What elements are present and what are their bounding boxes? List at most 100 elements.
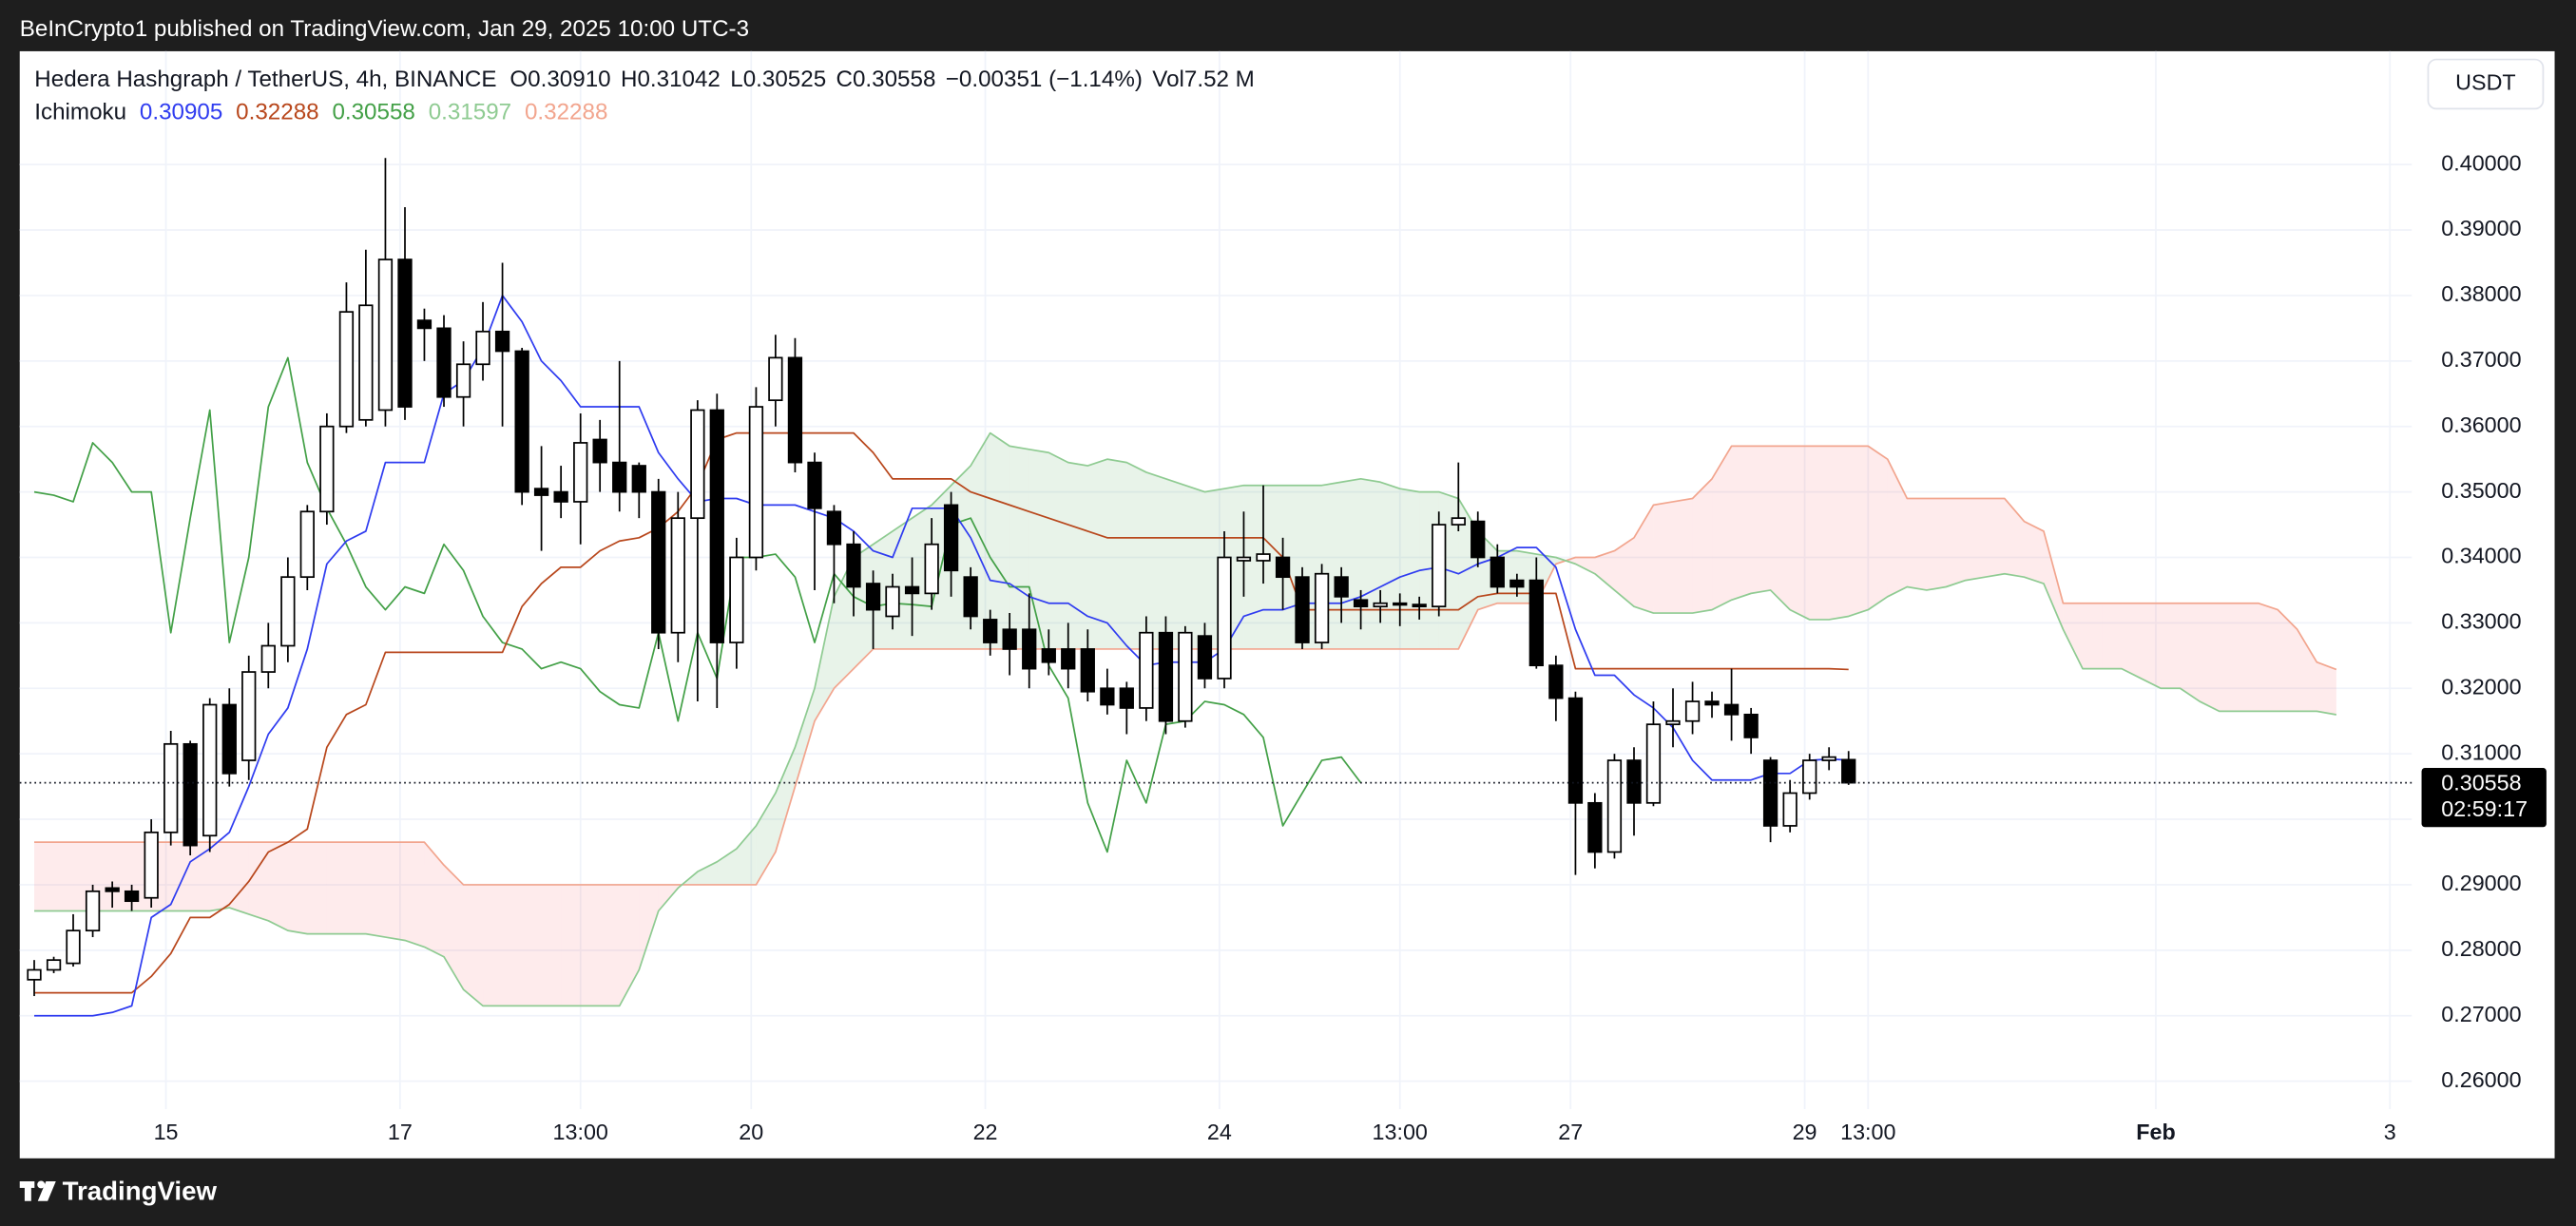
price-change: −0.00351 (−1.14%) — [946, 67, 1143, 92]
currency[interactable]: USDT — [2455, 70, 2516, 95]
candle-body — [1295, 576, 1310, 643]
candle-body — [924, 543, 939, 595]
cloud-segment — [307, 842, 327, 934]
candle-body — [221, 703, 237, 775]
ohlc-label: L — [730, 67, 742, 92]
candle-body — [1782, 792, 1797, 827]
cloud-segment — [1341, 478, 1361, 649]
candle-body — [338, 311, 355, 428]
candle-body — [1528, 579, 1544, 667]
cloud-segment — [1145, 471, 1166, 649]
candle-body — [455, 363, 471, 398]
candle-body — [983, 619, 998, 643]
cloud-segment — [912, 505, 932, 649]
ohlc-label: C — [836, 67, 853, 92]
y-tick-label: 0.33000 — [2441, 609, 2521, 634]
candle-body — [787, 356, 803, 464]
candle-body — [1197, 635, 1213, 680]
candle-body — [631, 465, 646, 493]
cloud-segment — [1965, 498, 1986, 581]
candle-body — [748, 406, 764, 559]
logo-part — [37, 1180, 56, 1201]
candle-body — [1334, 576, 1349, 598]
publisher: BeInCrypto1 published on TradingView.com… — [20, 16, 749, 42]
candle-body — [1684, 700, 1701, 722]
candle-body — [1587, 801, 1603, 853]
cloud-segment — [346, 842, 366, 934]
cloud-segment — [444, 865, 464, 990]
candle-body — [1432, 524, 1447, 608]
candle-body — [1002, 628, 1017, 650]
indicator-name: Ichimoku — [34, 100, 126, 125]
currency-button[interactable] — [2427, 58, 2545, 110]
cloud-segment — [209, 842, 230, 911]
cloud-segment — [2297, 629, 2317, 712]
candle-body — [105, 887, 120, 892]
cloud-segment — [815, 596, 835, 721]
y-tick-label: 0.32000 — [2441, 674, 2521, 699]
cloud-segment — [1106, 459, 1127, 649]
cloud-segment — [2024, 521, 2045, 584]
y-tick-label: 0.37000 — [2441, 347, 2521, 372]
candle-body — [1743, 713, 1759, 738]
ohlc-label: H — [621, 67, 637, 92]
cloud-segment — [1848, 446, 1869, 617]
candle-body — [1100, 687, 1115, 706]
candle-body — [1119, 687, 1134, 709]
cloud-segment — [1184, 485, 1205, 649]
candle-body — [144, 831, 159, 899]
x-tick-label: 13:00 — [553, 1120, 608, 1144]
candle-body — [1841, 758, 1856, 784]
grid — [19, 50, 2413, 1109]
chart-panel — [19, 50, 2555, 1159]
indicator-line — [34, 431, 1849, 994]
cloud-segment — [385, 842, 406, 941]
x-tick-label: 22 — [973, 1120, 998, 1144]
cloud-segment — [1360, 478, 1381, 649]
cloud-segment — [2278, 609, 2297, 712]
candle-body — [1665, 719, 1681, 726]
candle-body — [1373, 602, 1388, 608]
y-tick-label: 0.28000 — [2441, 936, 2521, 961]
candle-body — [592, 438, 607, 464]
cloud-segment — [326, 842, 347, 934]
y-tick-label: 0.29000 — [2441, 871, 2521, 895]
cloud-segment — [1263, 485, 1283, 649]
candle-body — [1217, 556, 1232, 680]
cloud-segment — [229, 842, 249, 914]
candle-body — [163, 742, 179, 833]
indicator-value: 0.30905 — [140, 100, 222, 125]
x-tick-label: Feb — [2136, 1120, 2175, 1144]
footer-logo — [19, 1180, 56, 1201]
y-tick-label: 0.39000 — [2441, 216, 2521, 240]
cloud-segment — [580, 884, 601, 1006]
candle-body — [27, 968, 42, 981]
cloud-segment — [2161, 603, 2181, 689]
ohlc-value: 0.30525 — [743, 67, 826, 92]
cloud-segment — [1048, 452, 1068, 649]
cloud-segment — [1028, 449, 1049, 649]
candle-body — [1041, 648, 1056, 663]
candle-body — [1451, 517, 1466, 526]
cloud-segment — [2316, 661, 2336, 716]
ohlc-value: 0.30910 — [528, 67, 610, 92]
candle-body — [66, 929, 81, 965]
candle-body — [670, 517, 685, 634]
candle-body — [46, 959, 62, 971]
cloud-segment — [34, 842, 54, 911]
cloud-segment — [1594, 550, 1615, 590]
x-tick-label: 15 — [154, 1120, 179, 1144]
cloud-segment — [365, 842, 386, 938]
candle-body — [260, 644, 276, 673]
cloud-segment — [1673, 498, 1693, 614]
candle-body — [1080, 648, 1095, 693]
candle-body — [846, 543, 861, 588]
cloud-segment — [893, 518, 913, 649]
candle-body — [436, 327, 452, 398]
x-tick-label: 13:00 — [1373, 1120, 1428, 1144]
candle-body — [514, 350, 529, 493]
cloud-segment — [717, 849, 737, 885]
candle-body — [1567, 697, 1584, 804]
cloud-segment — [756, 793, 776, 885]
